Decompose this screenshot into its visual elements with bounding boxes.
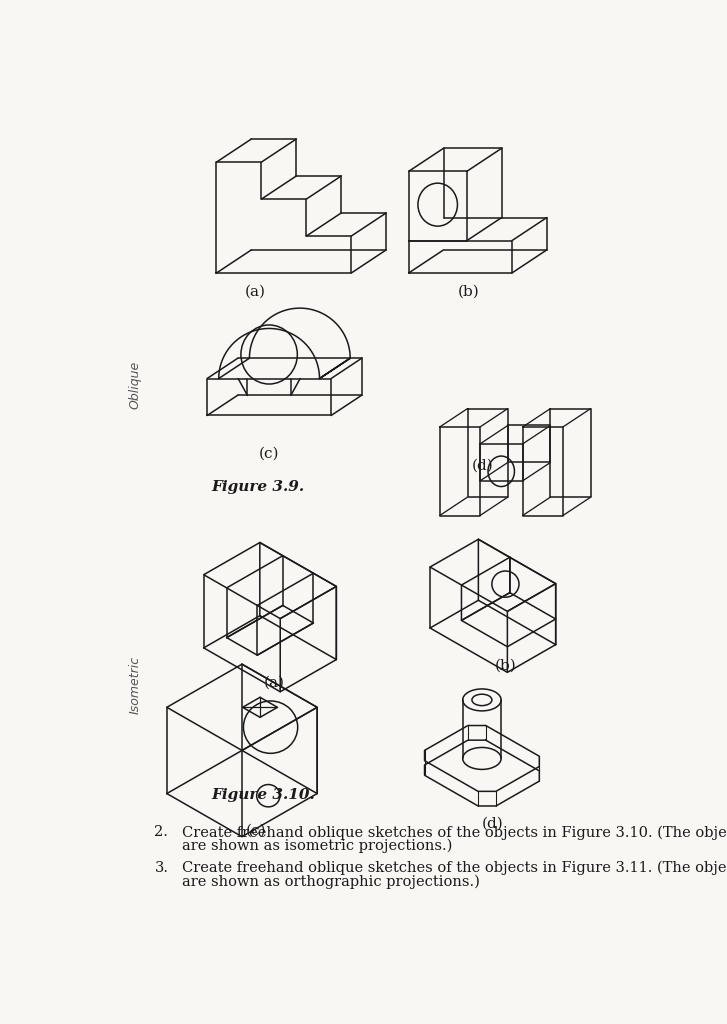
Text: Create freehand oblique sketches of the objects in Figure 3.10. (The objects: Create freehand oblique sketches of the … — [182, 825, 727, 840]
Text: Oblique: Oblique — [129, 360, 142, 409]
Text: (d): (d) — [471, 459, 493, 472]
Text: (b): (b) — [494, 658, 516, 673]
Text: 2.: 2. — [154, 825, 168, 839]
Text: (d): (d) — [481, 816, 503, 830]
Text: (a): (a) — [263, 676, 284, 689]
Text: Figure 3.9.: Figure 3.9. — [211, 480, 304, 494]
Text: Figure 3.10.: Figure 3.10. — [211, 787, 315, 802]
Text: are shown as orthographic projections.): are shown as orthographic projections.) — [182, 874, 481, 889]
Text: Isometric: Isometric — [129, 656, 142, 714]
Text: 3.: 3. — [154, 860, 169, 874]
Text: (b): (b) — [457, 285, 479, 299]
Text: (c): (c) — [246, 824, 266, 838]
Text: (a): (a) — [245, 285, 265, 299]
Text: (c): (c) — [259, 446, 279, 461]
Text: Create freehand oblique sketches of the objects in Figure 3.11. (The objects: Create freehand oblique sketches of the … — [182, 860, 727, 874]
Text: are shown as isometric projections.): are shown as isometric projections.) — [182, 839, 453, 853]
